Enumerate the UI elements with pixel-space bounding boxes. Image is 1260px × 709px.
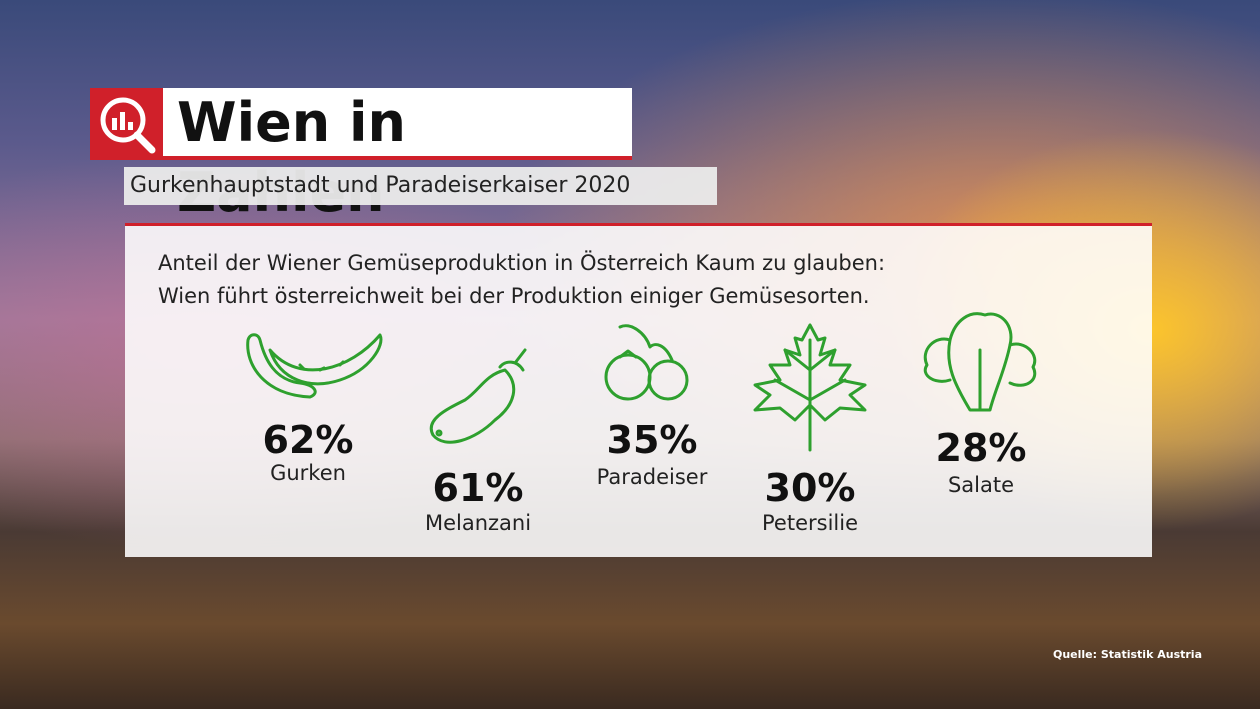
subtitle: Gurkenhauptstadt und Paradeiserkaiser 20…	[124, 167, 717, 205]
source: Quelle: Statistik Austria	[1053, 648, 1202, 661]
logo	[90, 88, 163, 160]
cucumber-icon	[246, 333, 383, 399]
item-label: Melanzani	[424, 511, 532, 535]
tomato-icon	[604, 324, 689, 401]
item-label: Salate	[947, 473, 1015, 497]
title: Wien in Zahlen	[163, 88, 632, 224]
logo-icon	[100, 97, 156, 154]
item-label: Paradeiser	[596, 465, 708, 489]
percent: 62%	[262, 418, 354, 462]
percent: 61%	[432, 466, 524, 510]
intro-line: Wien führt österreichweit bei der Produk…	[158, 284, 870, 308]
item-label: Petersilie	[762, 511, 858, 535]
intro-line: Anteil der Wiener Gemüseproduktion in Ös…	[158, 251, 886, 275]
eggplant-icon	[429, 348, 527, 444]
percent: 30%	[764, 466, 856, 510]
percent: 35%	[606, 418, 698, 462]
lettuce-icon	[923, 312, 1037, 412]
percent: 28%	[935, 426, 1027, 470]
parsley-icon	[753, 323, 867, 452]
item-label: Gurken	[270, 461, 346, 485]
